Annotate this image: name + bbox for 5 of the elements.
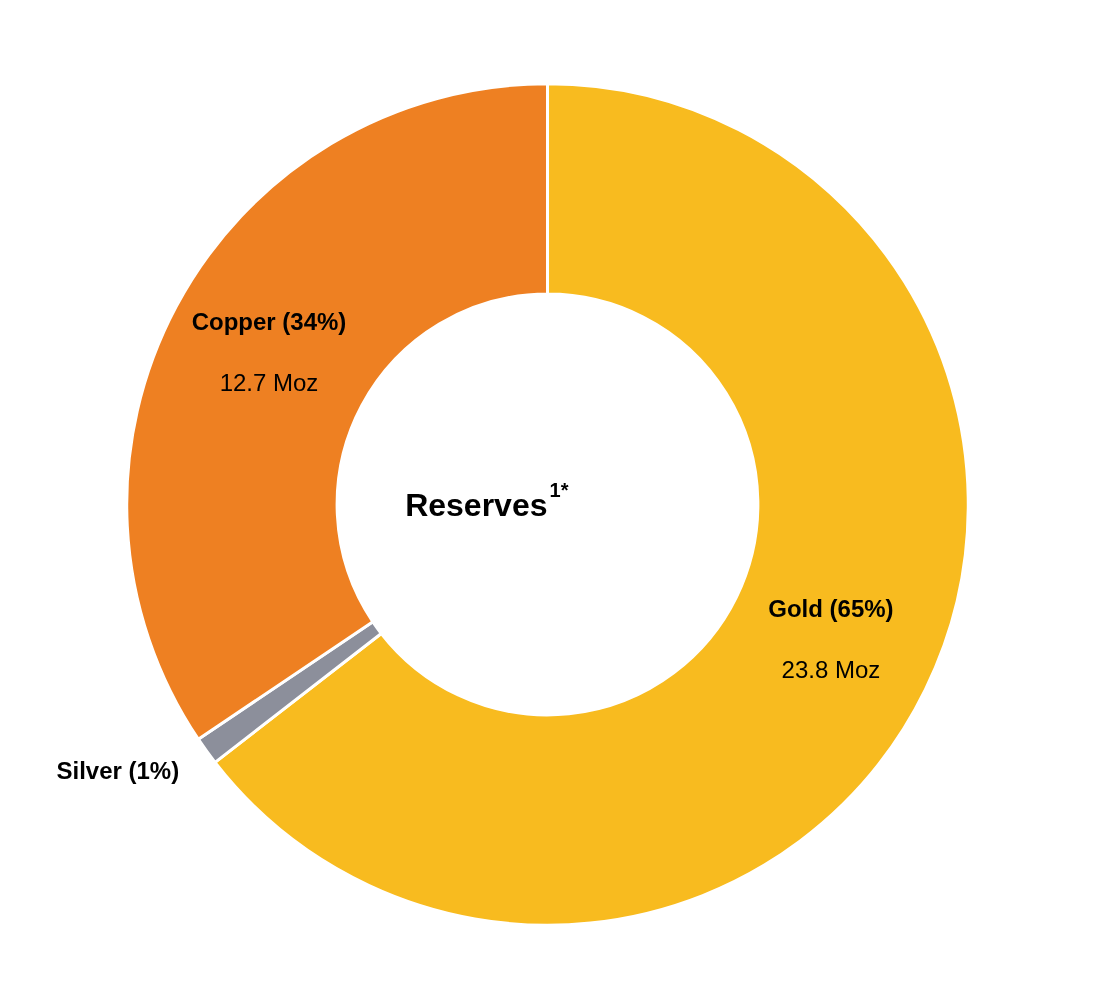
data-label: 23.8 Moz bbox=[781, 655, 881, 683]
slice-label: Copper (34%) bbox=[191, 308, 347, 336]
slice-label: Silver (1%) bbox=[56, 757, 180, 785]
data-label: 12.7 Moz bbox=[219, 368, 319, 396]
slice-label: Gold (65%) bbox=[768, 595, 894, 623]
